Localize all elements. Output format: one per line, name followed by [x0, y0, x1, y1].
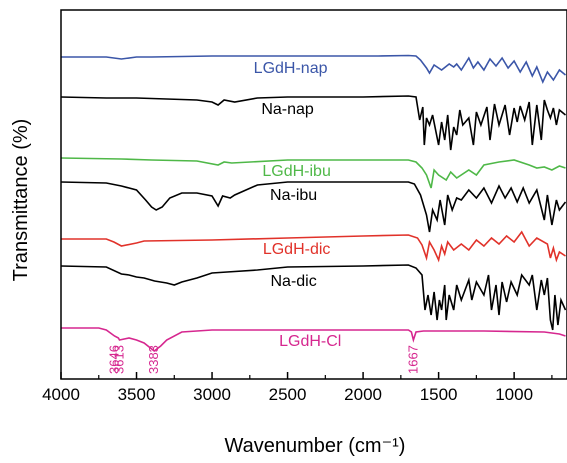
- series-line-na-nap: [60, 95, 567, 151]
- peak-annotation-3646: 3646: [106, 345, 121, 374]
- series-line-na-ibu: [60, 181, 567, 233]
- peak-annotation-1667: 1667: [405, 345, 420, 374]
- plot-frame: [60, 9, 567, 380]
- series-label-lgdh-dic: LGdH-dic: [263, 241, 331, 258]
- series-line-lgdh-dic: [61, 230, 566, 263]
- x-tick-label: 4000: [42, 385, 80, 404]
- series-labels: LGdH-nap Na-nap LGdH-ibu Na-ibu LGdH-dic Na-d…: [254, 60, 342, 350]
- peak-annotation-3613: 3613: [111, 345, 126, 374]
- x-tick-label: 3000: [193, 385, 231, 404]
- series-line-lgdh-nap: [61, 54, 567, 85]
- series-label-na-nap: Na-nap: [261, 101, 314, 118]
- series-line-lgdh-cl: [61, 327, 566, 353]
- x-axis-title: Wavenumber (cm⁻¹): [225, 435, 406, 457]
- series-line-lgdh-ibu: [60, 157, 566, 189]
- x-tick-label: 2500: [269, 385, 307, 404]
- x-tick-label: 3500: [118, 385, 156, 404]
- series-label-na-ibu: Na-ibu: [270, 187, 317, 204]
- series-line-na-dic: [60, 264, 567, 331]
- series-label-lgdh-nap: LGdH-nap: [254, 60, 328, 77]
- series-label-na-dic: Na-dic: [270, 273, 316, 290]
- x-tick-label: 1500: [420, 385, 458, 404]
- y-axis-title: Transmittance (%): [10, 119, 32, 282]
- series-label-lgdh-cl: LGdH-Cl: [279, 333, 341, 350]
- x-tick-label: 2000: [344, 385, 382, 404]
- x-tick-label: 1000: [495, 385, 533, 404]
- series-label-lgdh-ibu: LGdH-ibu: [262, 163, 330, 180]
- plot-lines: [60, 54, 567, 353]
- peak-annotation-3383: 3383: [146, 345, 161, 374]
- x-axis-ticks: 4000 3500 3000 2500 2000 1500 1000: [42, 372, 553, 404]
